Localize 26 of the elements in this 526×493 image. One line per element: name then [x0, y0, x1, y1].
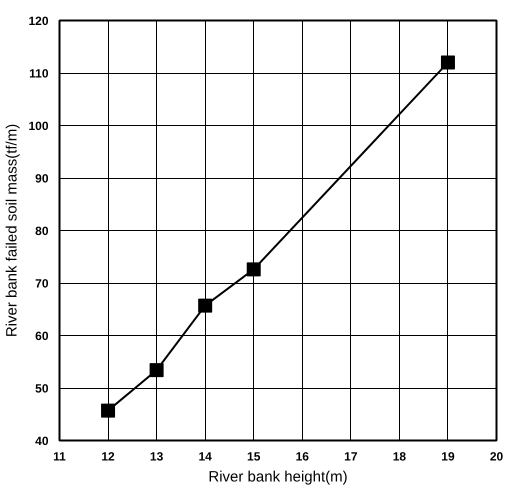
x-tick-label: 15 [247, 450, 261, 464]
x-tick-label: 18 [392, 450, 406, 464]
y-tick-label: 60 [35, 329, 49, 343]
x-tick-label: 19 [441, 450, 455, 464]
point [246, 262, 261, 276]
x-tick-label: 16 [296, 450, 310, 464]
x-tick-label: 17 [344, 450, 358, 464]
point [150, 363, 164, 378]
y-tick-label: 120 [28, 14, 49, 28]
point [440, 56, 455, 70]
x-axis-title: River bank height(m) [208, 468, 348, 486]
y-tick-label: 70 [35, 276, 49, 290]
y-tick-label: 110 [29, 66, 49, 80]
x-tick-label: 20 [490, 450, 504, 464]
x-tick-label: 14 [198, 450, 212, 464]
y-tick-label: 100 [28, 119, 49, 133]
point [101, 404, 116, 418]
y-tick-label: 40 [35, 434, 49, 448]
y-tick-label: 80 [35, 224, 49, 238]
y-tick-label: 50 [35, 382, 49, 396]
y-axis-title: River bank failed soil mass(tf/m) [3, 124, 20, 338]
y-tick-label: 90 [35, 172, 49, 186]
point [198, 298, 212, 313]
x-tick-label: 13 [150, 450, 164, 464]
x-tick-label: 12 [101, 450, 116, 464]
x-tick-label: 11 [53, 450, 66, 464]
